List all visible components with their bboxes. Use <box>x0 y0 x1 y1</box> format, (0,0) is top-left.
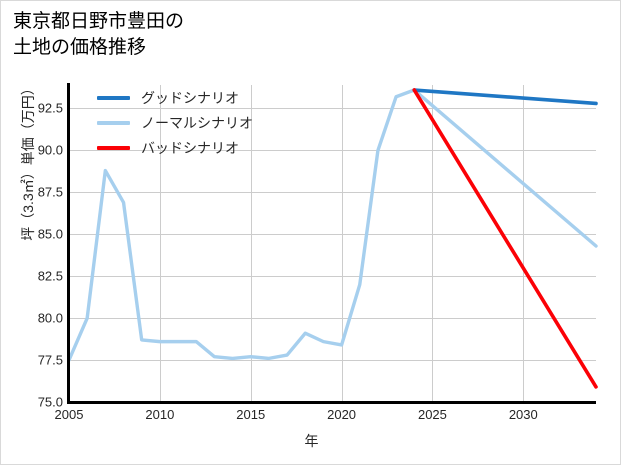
y-tick-label: 92.5 <box>37 100 63 116</box>
gridline-horizontal <box>69 234 596 236</box>
y-axis-spine <box>67 83 70 404</box>
x-axis-spine <box>67 401 596 404</box>
series-line-normal <box>67 88 598 362</box>
x-tick-label: 2025 <box>417 407 447 422</box>
x-axis-ticks: 2005 2010 2015 2020 2025 2030 <box>55 407 596 427</box>
y-tick-label: 85.0 <box>37 226 63 242</box>
y-tick-label: 82.5 <box>37 268 63 284</box>
gridline-horizontal <box>69 276 596 278</box>
series-line-bad <box>412 88 598 389</box>
y-tick-label: 77.5 <box>37 352 63 368</box>
gridline-horizontal <box>69 192 596 194</box>
y-tick-label: 80.0 <box>37 310 63 326</box>
plot-area <box>67 85 598 403</box>
x-tick-label: 2015 <box>236 407 266 422</box>
y-tick-label: 90.0 <box>37 142 63 158</box>
gridline-horizontal <box>69 318 596 320</box>
legend-item-good[interactable]: グッドシナリオ <box>97 89 253 107</box>
series-lines <box>67 88 598 389</box>
x-tick-label: 2030 <box>508 407 538 422</box>
legend-label: ノーマルシナリオ <box>141 115 253 131</box>
x-tick-label: 2005 <box>54 407 84 422</box>
x-axis-label: 年 <box>304 433 319 449</box>
y-axis-ticks: 75.0 77.5 80.0 82.5 85.0 87.5 90.0 92.5 <box>1 85 63 410</box>
gridline-horizontal <box>69 150 596 152</box>
y-tick-label: 75.0 <box>37 394 63 410</box>
legend-label: グッドシナリオ <box>141 90 239 106</box>
legend-color-swatch-bad <box>97 146 130 150</box>
x-tick-label: 2010 <box>145 407 175 422</box>
chart-legend: グッドシナリオ ノーマルシナリオ バッドシナリオ <box>97 89 253 157</box>
x-tick-label: 2020 <box>327 407 357 422</box>
gridline-vertical <box>159 85 161 402</box>
gridline-vertical <box>341 85 343 402</box>
forecast-junction-marker <box>412 88 417 92</box>
legend-color-swatch-good <box>97 96 130 100</box>
legend-label: バッドシナリオ <box>141 140 239 156</box>
gridline-horizontal <box>69 360 596 362</box>
gridline-vertical <box>523 85 525 402</box>
legend-color-swatch-normal <box>97 121 130 125</box>
y-axis-label: 坪（3.3㎡）単価（万円） <box>20 81 36 241</box>
y-tick-label: 87.5 <box>37 184 63 200</box>
legend-item-bad[interactable]: バッドシナリオ <box>97 139 253 157</box>
gridline-horizontal <box>69 108 596 110</box>
gridline-vertical <box>250 85 252 402</box>
gridline-vertical <box>432 85 434 402</box>
legend-item-normal[interactable]: ノーマルシナリオ <box>97 114 253 132</box>
series-line-good <box>412 88 598 106</box>
page-title: 東京都日野市豊田の 土地の価格推移 <box>13 11 185 58</box>
